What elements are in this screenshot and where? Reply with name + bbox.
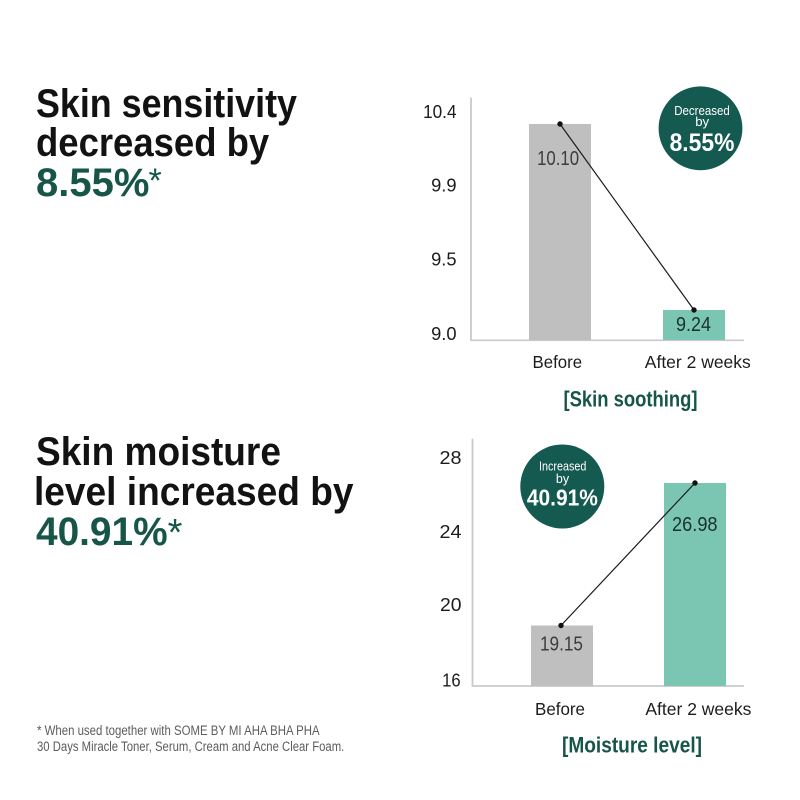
- svg-text:9.0: 9.0: [431, 323, 456, 344]
- svg-text:by: by: [556, 472, 570, 486]
- svg-text:20: 20: [440, 594, 462, 615]
- svg-text:[Skin soothing]: [Skin soothing]: [564, 387, 698, 412]
- svg-text:26.98: 26.98: [672, 514, 718, 536]
- svg-text:After 2 weeks: After 2 weeks: [645, 699, 751, 719]
- svg-text:After 2 weeks: After 2 weeks: [645, 352, 751, 372]
- svg-text:28: 28: [440, 447, 462, 468]
- svg-text:[Moisture level]: [Moisture level]: [562, 733, 702, 758]
- svg-text:by: by: [695, 114, 709, 129]
- svg-text:Before: Before: [535, 699, 585, 719]
- svg-text:8.55%: 8.55%: [670, 129, 735, 157]
- svg-text:Decreased: Decreased: [674, 103, 730, 118]
- svg-text:10.10: 10.10: [537, 148, 579, 170]
- svg-text:9.24: 9.24: [676, 314, 711, 336]
- svg-text:16: 16: [442, 670, 461, 691]
- svg-text:9.5: 9.5: [431, 248, 456, 269]
- svg-text:40.91%: 40.91%: [527, 484, 598, 510]
- svg-text:10.4: 10.4: [423, 101, 456, 122]
- svg-text:24: 24: [440, 521, 462, 542]
- svg-text:Before: Before: [533, 352, 583, 372]
- svg-text:Increased: Increased: [539, 460, 586, 474]
- svg-text:19.15: 19.15: [540, 634, 583, 656]
- svg-text:9.9: 9.9: [431, 175, 456, 196]
